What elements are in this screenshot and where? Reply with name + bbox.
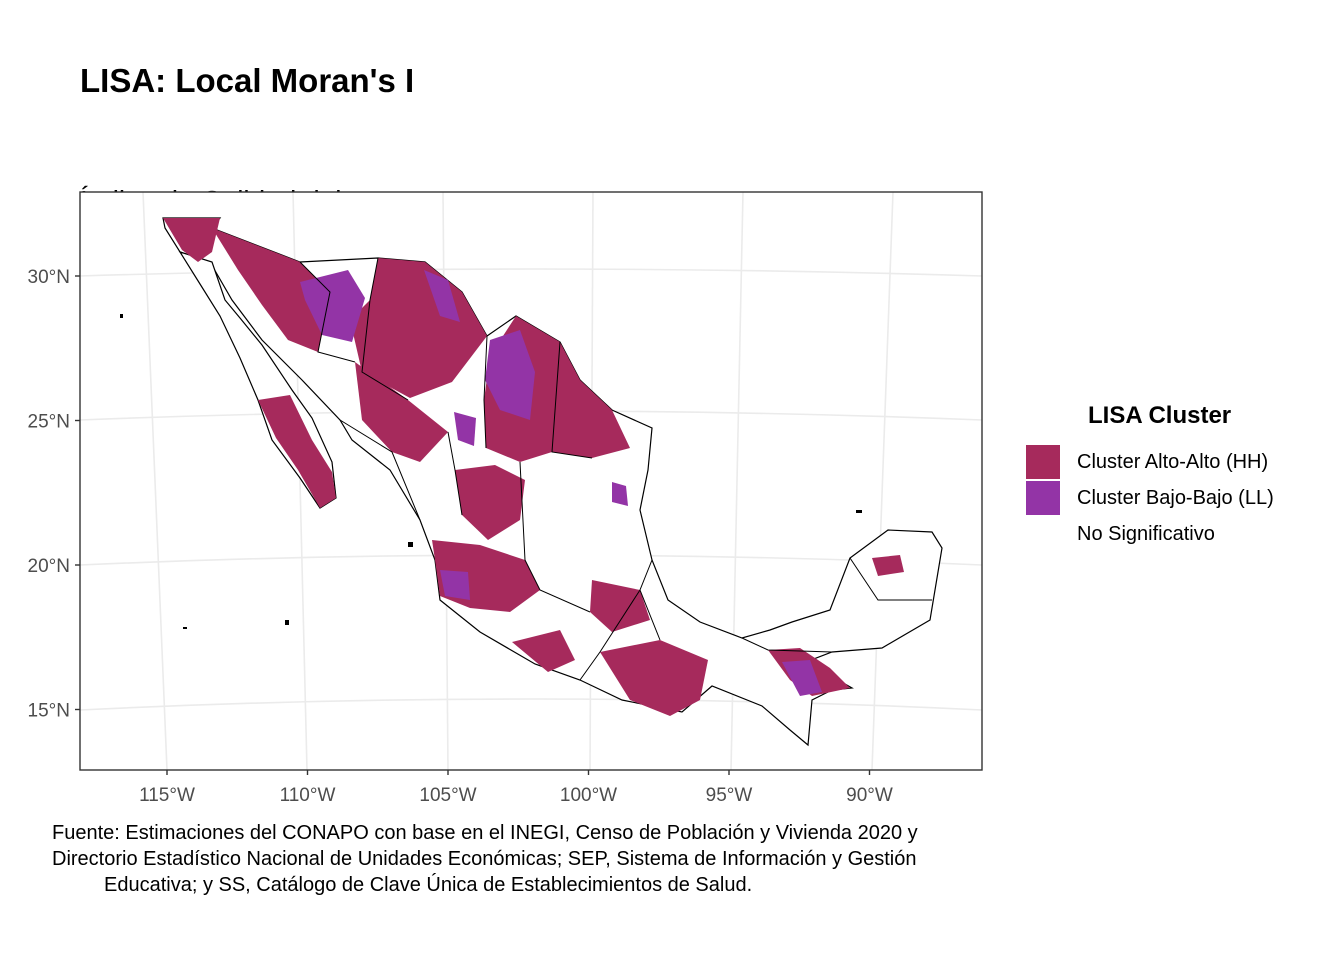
legend: LISA Cluster Cluster Alto-Alto (HH) Clus… xyxy=(1026,402,1274,552)
hh-region-guerrero xyxy=(512,630,575,672)
boundary-central xyxy=(519,461,591,613)
boundary-nuevo-leon-tamaulipas xyxy=(551,341,593,459)
boundary-tabasco-chiapas xyxy=(741,637,833,653)
lon-tick-label-5: 90°W xyxy=(846,785,893,806)
lat-tick-label-2: 20°N xyxy=(28,556,70,577)
hh-region-chihuahua-coahuila xyxy=(350,258,487,398)
longitude-axis: 115°W 110°W 105°W 100°W 95°W 90°W xyxy=(139,770,893,806)
caption-line-2: Directorio Estadístico Nacional de Unida… xyxy=(52,848,917,870)
lon-tick-label-3: 100°W xyxy=(560,785,617,806)
island-revillagigedo xyxy=(183,627,187,629)
island-socorro xyxy=(285,620,289,625)
boundary-sonora-chihuahua xyxy=(299,261,356,363)
hh-region-sonora xyxy=(212,228,330,352)
legend-swatch-hh xyxy=(1026,445,1060,479)
source-caption: Fuente: Estimaciones del CONAPO con base… xyxy=(52,820,918,898)
map-layer xyxy=(120,217,943,747)
boundary-yucatan-campeche xyxy=(849,557,932,601)
caption-line-1: Fuente: Estimaciones del CONAPO con base… xyxy=(52,822,918,844)
lon-tick-label-1: 110°W xyxy=(280,785,336,806)
boundary-sinaloa xyxy=(339,419,421,521)
graticule-lat-15 xyxy=(80,698,982,711)
hh-region-oaxaca xyxy=(600,640,708,716)
lat-tick-label-1: 25°N xyxy=(28,412,70,433)
legend-item-ns: No Significativo xyxy=(1026,516,1274,552)
island-guadalupe xyxy=(120,314,123,318)
hh-region-baja-norte xyxy=(163,218,220,262)
boundary-coahuila-nuevo-leon xyxy=(483,335,488,449)
boundary-chihuahua-coahuila xyxy=(361,257,409,401)
lon-tick-label-0: 115°W xyxy=(139,785,195,806)
graticule-lon-115 xyxy=(142,192,168,770)
hh-region-durango xyxy=(355,362,448,462)
map-title: LISA: Local Moran's I xyxy=(80,62,415,99)
boundary-veracruz xyxy=(639,559,661,641)
graticule-lon-90 xyxy=(871,192,894,770)
boundary-guerrero-oaxaca xyxy=(579,589,641,681)
ll-region-chihuahua-north xyxy=(424,270,460,322)
legend-swatch-ll xyxy=(1026,481,1060,515)
hh-region-puebla-veracruz xyxy=(590,580,650,632)
legend-item-ll: Cluster Bajo-Bajo (LL) xyxy=(1026,480,1274,516)
ll-region-durango xyxy=(454,412,476,446)
ll-region-nayarit xyxy=(440,570,470,600)
caption-line-3: Educativa; y SS, Catálogo de Clave Única… xyxy=(104,874,753,896)
ll-region-san-luis xyxy=(612,482,628,506)
hh-region-baja-sur xyxy=(258,395,336,508)
state-boundaries xyxy=(299,257,932,681)
lon-tick-label-2: 105°W xyxy=(419,785,476,806)
legend-label-ll: Cluster Bajo-Bajo (LL) xyxy=(1077,486,1274,509)
ll-region-chiapas xyxy=(782,660,822,696)
lat-tick-label-3: 15°N xyxy=(28,701,70,722)
legend-label-ns: No Significativo xyxy=(1077,522,1215,545)
ll-region-sonora xyxy=(300,270,365,342)
legend-title: LISA Cluster xyxy=(1088,402,1232,429)
lat-tick-label-0: 30°N xyxy=(28,267,70,288)
island-alacranes xyxy=(856,510,862,513)
ll-clusters xyxy=(300,270,822,696)
boundary-durango-zacatecas xyxy=(447,431,463,516)
hh-region-yucatan xyxy=(872,555,904,576)
legend-label-hh: Cluster Alto-Alto (HH) xyxy=(1077,450,1269,473)
map-panel-border xyxy=(79,191,983,771)
latitude-axis: 30°N 25°N 20°N 15°N xyxy=(28,267,80,722)
legend-swatch-ns xyxy=(1026,517,1060,551)
islands xyxy=(120,314,862,629)
legend-item-hh: Cluster Alto-Alto (HH) xyxy=(1026,444,1274,480)
ll-region-coahuila xyxy=(485,330,535,420)
lon-tick-label-4: 95°W xyxy=(706,785,753,806)
island-tres-marias xyxy=(408,542,413,547)
hh-region-zacatecas xyxy=(455,465,525,540)
